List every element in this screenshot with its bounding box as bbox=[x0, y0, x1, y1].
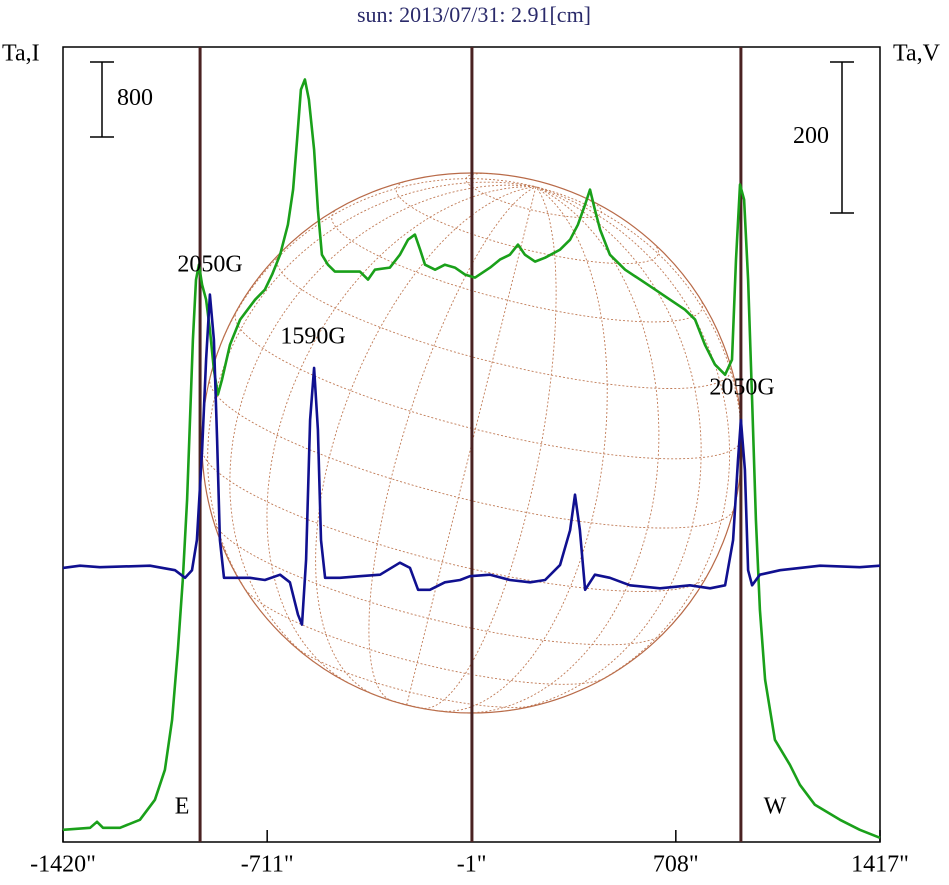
grid-curve bbox=[406, 186, 537, 706]
grid-curve bbox=[266, 186, 536, 685]
scale-bar-label: 200 bbox=[793, 123, 829, 149]
annotation: 1590G bbox=[280, 324, 345, 350]
marker-label: W bbox=[764, 794, 787, 820]
grid-curve bbox=[441, 186, 608, 712]
grid-curve bbox=[245, 589, 604, 685]
grid-curve bbox=[503, 186, 702, 712]
marker-label: E bbox=[175, 794, 190, 820]
series-line bbox=[62, 293, 881, 626]
grid-curve bbox=[331, 208, 704, 323]
series-line bbox=[62, 78, 881, 840]
grid-curve bbox=[535, 186, 743, 509]
grid-curve bbox=[367, 691, 448, 713]
y-axis-label: Ta,I bbox=[2, 41, 40, 67]
grid-curve bbox=[465, 173, 603, 218]
annotation: 2050G bbox=[709, 375, 774, 401]
grid-curve bbox=[209, 377, 735, 529]
grid-curve bbox=[213, 522, 663, 646]
grid-curve bbox=[276, 253, 732, 389]
grid-curve bbox=[315, 186, 536, 695]
grid-curve bbox=[201, 451, 707, 592]
grid-curve bbox=[229, 184, 536, 666]
grid-curve bbox=[207, 181, 536, 601]
x-tick-label: -711" bbox=[241, 852, 294, 878]
x-tick-label: -1" bbox=[457, 852, 487, 878]
annotation: 2050G bbox=[177, 252, 242, 278]
x-tick-label: 1417" bbox=[851, 852, 909, 878]
x-tick-label: -1420" bbox=[30, 852, 96, 878]
y2-axis-label: Ta,V bbox=[893, 41, 941, 67]
grid-curve bbox=[293, 645, 534, 708]
chart-title: sun: 2013/07/31: 2.91[cm] bbox=[357, 2, 591, 27]
x-tick-label: 708" bbox=[653, 852, 699, 878]
grid-curve bbox=[234, 310, 743, 460]
grid-curve bbox=[424, 186, 557, 709]
scale-bar-label: 800 bbox=[117, 85, 153, 111]
grid-curve bbox=[368, 186, 537, 701]
